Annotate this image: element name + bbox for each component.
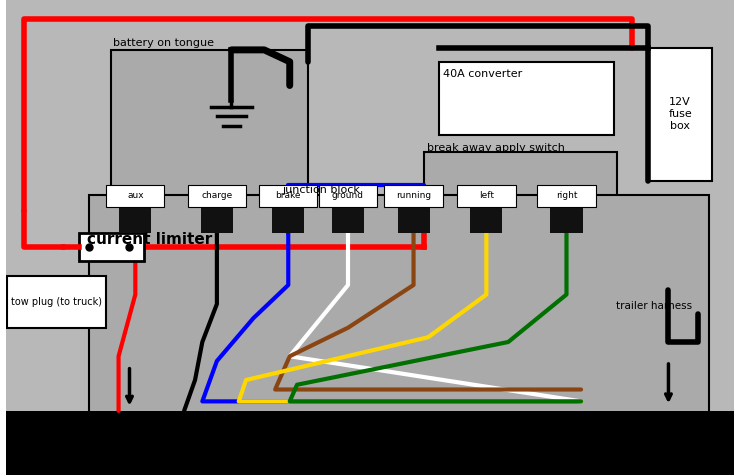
Text: charge: charge [201,191,233,200]
FancyBboxPatch shape [90,195,708,430]
Text: aux: aux [127,191,144,200]
Text: break away apply switch: break away apply switch [426,143,564,153]
Text: 40A converter: 40A converter [443,69,522,79]
FancyBboxPatch shape [120,207,151,233]
FancyBboxPatch shape [424,152,617,218]
Text: left: left [479,191,494,200]
FancyBboxPatch shape [112,50,308,211]
Text: battery on tongue: battery on tongue [114,38,214,48]
FancyBboxPatch shape [439,62,614,135]
Text: tow plug (to truck): tow plug (to truck) [11,296,102,307]
FancyBboxPatch shape [457,185,515,207]
FancyBboxPatch shape [6,0,734,475]
FancyBboxPatch shape [537,185,595,207]
FancyBboxPatch shape [6,411,734,475]
Text: brake: brake [275,191,301,200]
Text: 12V
fuse
box: 12V fuse box [668,97,692,131]
Text: trailer harness: trailer harness [616,301,692,312]
FancyBboxPatch shape [188,185,246,207]
FancyBboxPatch shape [201,207,233,233]
FancyBboxPatch shape [385,185,443,207]
Text: right: right [556,191,577,200]
FancyBboxPatch shape [398,207,429,233]
Text: current limiter: current limiter [87,232,213,247]
FancyBboxPatch shape [106,185,164,207]
FancyBboxPatch shape [79,233,144,261]
FancyBboxPatch shape [319,185,377,207]
FancyBboxPatch shape [550,207,583,233]
FancyBboxPatch shape [332,207,364,233]
FancyBboxPatch shape [259,185,317,207]
FancyBboxPatch shape [470,207,502,233]
Text: running: running [396,191,431,200]
Text: ground: ground [332,191,364,200]
FancyBboxPatch shape [648,48,712,180]
FancyBboxPatch shape [272,207,305,233]
FancyBboxPatch shape [7,276,106,328]
Text: junction block: junction block [283,185,360,195]
